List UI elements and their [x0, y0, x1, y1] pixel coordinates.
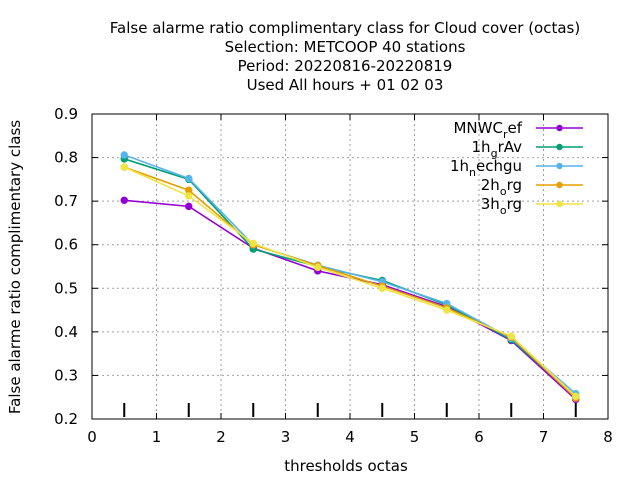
y-tick-label: 0.4 [54, 323, 78, 341]
data-point [185, 192, 193, 200]
data-point [120, 196, 128, 204]
legend-item: 2horg [481, 176, 583, 198]
legend-item: MNWCref [453, 119, 583, 141]
data-point [378, 284, 386, 292]
y-tick-label: 0.5 [54, 279, 78, 297]
legend-label: MNWCref [453, 119, 522, 141]
x-tick-label: 5 [410, 428, 420, 446]
grid [92, 114, 608, 419]
title-line-4: Used All hours + 01 02 03 [247, 76, 444, 94]
legend-swatch-point [556, 181, 563, 189]
data-point [314, 263, 322, 272]
data-point [443, 306, 451, 314]
data-point [507, 332, 515, 340]
x-axis-label: thresholds octas [284, 457, 408, 475]
series-3h_org [120, 163, 580, 401]
series-lines [120, 151, 580, 404]
y-tick-label: 0.8 [54, 149, 78, 167]
legend-label: 3horg [481, 195, 522, 217]
baseline-markers [123, 403, 577, 417]
legend-item: 1hnechgu [450, 157, 583, 179]
y-tick-label: 0.9 [54, 105, 78, 123]
data-point [185, 202, 193, 211]
legend-swatch-point [556, 143, 563, 151]
y-tick-label: 0.7 [54, 192, 78, 210]
x-tick-label: 3 [281, 428, 291, 446]
x-tick-label: 2 [216, 428, 226, 446]
x-tick-label: 1 [152, 428, 162, 446]
x-tick-label: 7 [539, 428, 549, 446]
series-line [123, 166, 577, 397]
title-line-1: False alarme ratio complimentary class f… [110, 19, 580, 37]
legend-item: 3horg [481, 195, 583, 217]
legend-label: 1hgrAv [472, 138, 523, 160]
legend-label: 1hnechgu [450, 157, 522, 179]
data-point [120, 151, 128, 159]
chart-title: False alarme ratio complimentary class f… [110, 19, 580, 94]
legend-label: 2horg [481, 176, 522, 198]
x-tick-label: 8 [603, 428, 613, 446]
y-tick-label: 0.3 [54, 366, 78, 384]
title-line-3: Period: 20220816-20220819 [238, 57, 453, 75]
legend-swatch-point [556, 162, 563, 170]
x-tick-label: 0 [87, 428, 97, 446]
legend-swatch-point [556, 200, 563, 208]
data-point [572, 392, 580, 401]
y-tick-label: 0.6 [54, 236, 78, 254]
data-point [249, 239, 257, 248]
data-point [120, 163, 128, 171]
data-point [185, 174, 193, 183]
x-tick-label: 6 [474, 428, 484, 446]
x-tick-label: 4 [345, 428, 355, 446]
legend-item: 1hgrAv [472, 138, 583, 160]
legend-swatch-point [556, 124, 563, 132]
y-axis-label: False alarme ratio complimentary class [6, 120, 24, 414]
axis-ticks: 0 1 2 3 4 5 6 7 8 0.2 0.3 0.4 0.5 0.6 0.7 0.8 0.9 [54, 105, 613, 446]
y-tick-label: 0.2 [54, 410, 78, 428]
title-line-2: Selection: METCOOP 40 stations [225, 38, 466, 56]
